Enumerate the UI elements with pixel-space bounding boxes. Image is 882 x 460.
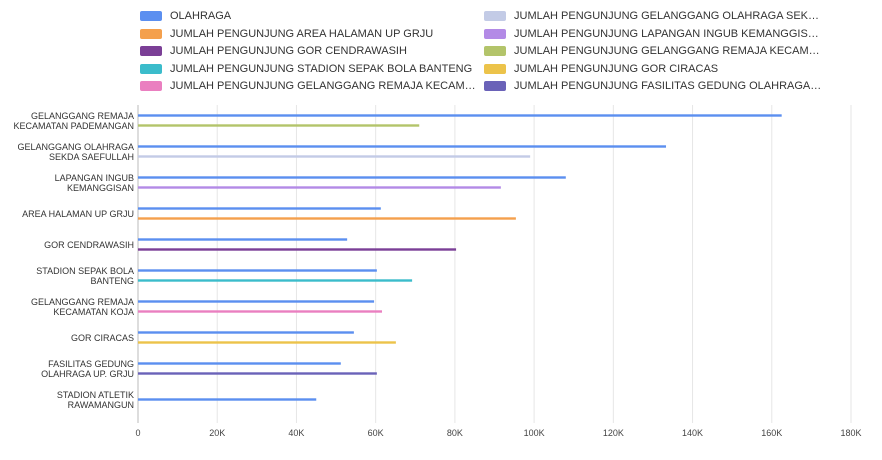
bar <box>138 124 420 127</box>
y-tick-label: GOR CIRACAS <box>70 332 134 343</box>
y-tick-label: GELANGGANG REMAJA KECAMATAN PADEMANGAN <box>13 110 134 131</box>
legend-swatch <box>140 81 162 91</box>
x-tick-label: 60K <box>368 428 384 438</box>
x-tick-label: 0 <box>135 428 140 438</box>
bar <box>138 207 381 210</box>
bar <box>138 145 667 148</box>
bar <box>138 372 377 375</box>
bar <box>138 155 531 158</box>
bar <box>138 362 341 365</box>
legend-label: JUMLAH PENGUNJUNG GELANGGANG OLAHRAGA SE… <box>514 10 820 22</box>
bar <box>138 269 377 272</box>
y-tick-label: AREA HALAMAN UP GRJU <box>22 208 134 219</box>
legend-label: OLAHRAGA <box>170 10 232 22</box>
legend-swatch <box>484 63 506 74</box>
y-tick-label: STADION ATLETIK RAWAMANGUN <box>56 389 134 410</box>
bar <box>138 114 782 117</box>
legend-item: JUMLAH PENGUNJUNG GOR CENDRAWASIH <box>140 45 407 57</box>
legend-swatch <box>140 46 162 56</box>
x-tick-label: 100K <box>524 428 545 438</box>
bar <box>138 186 501 189</box>
y-tick-label: GELANGGANG OLAHRAGA SEKDA SAEFULLAH <box>17 141 134 162</box>
legend-label: JUMLAH PENGUNJUNG LAPANGAN INGUB KEMANGG… <box>514 27 819 40</box>
legend-item: JUMLAH PENGUNJUNG GELANGGANG REMAJA KECA… <box>140 80 476 92</box>
bar <box>138 217 516 220</box>
legend-swatch <box>484 46 506 56</box>
legend-item: JUMLAH PENGUNJUNG STADION SEPAK BOLA BAN… <box>140 63 472 75</box>
bar <box>138 248 457 251</box>
bar <box>138 300 375 303</box>
legend-label: JUMLAH PENGUNJUNG GOR CIRACAS <box>514 62 719 75</box>
legend-item: JUMLAH PENGUNJUNG AREA HALAMAN UP GRJU <box>140 28 433 40</box>
x-tick-label: 20K <box>209 428 225 438</box>
legend-label: JUMLAH PENGUNJUNG GELANGGANG REMAJA KECA… <box>514 45 820 57</box>
legend-item: JUMLAH PENGUNJUNG FASILITAS GEDUNG OLAHR… <box>484 80 821 92</box>
bar <box>138 331 354 334</box>
x-tick-label: 180K <box>840 428 861 438</box>
x-tick-label: 80K <box>447 428 463 438</box>
bar <box>138 238 348 241</box>
legend-item: JUMLAH PENGUNJUNG GOR CIRACAS <box>484 63 718 75</box>
legend-item: OLAHRAGA <box>140 10 231 22</box>
bar <box>138 398 317 401</box>
x-tick-label: 120K <box>603 428 624 438</box>
legend-swatch <box>140 28 162 39</box>
bar <box>138 279 413 282</box>
legend-swatch <box>140 11 162 21</box>
y-tick-label: GELANGGANG REMAJA KECAMATAN KOJA <box>30 296 134 317</box>
legend-label: JUMLAH PENGUNJUNG AREA HALAMAN UP GRJU <box>170 27 434 40</box>
y-tick-label: GOR CENDRAWASIH <box>44 239 134 250</box>
bar <box>138 341 396 344</box>
legend-swatch <box>484 81 506 91</box>
legend-label: JUMLAH PENGUNJUNG STADION SEPAK BOLA BAN… <box>170 62 473 75</box>
bar <box>138 310 383 313</box>
legend-swatch <box>484 11 506 21</box>
y-tick-label: LAPANGAN INGUB KEMANGGISAN <box>54 172 134 193</box>
legend-item: JUMLAH PENGUNJUNG GELANGGANG REMAJA KECA… <box>484 45 820 57</box>
legend-label: JUMLAH PENGUNJUNG GELANGGANG REMAJA KECA… <box>170 80 476 92</box>
legend-swatch <box>140 63 162 74</box>
y-tick-label: FASILITAS GEDUNG OLAHRAGA UP. GRJU <box>41 358 134 379</box>
legend-item: JUMLAH PENGUNJUNG LAPANGAN INGUB KEMANGG… <box>484 28 819 40</box>
x-tick-label: 40K <box>288 428 304 438</box>
x-tick-label: 160K <box>761 428 782 438</box>
legend-label: JUMLAH PENGUNJUNG FASILITAS GEDUNG OLAHR… <box>514 80 822 92</box>
y-tick-label: STADION SEPAK BOLA BANTENG <box>36 265 134 286</box>
bar <box>138 176 566 179</box>
x-tick-label: 140K <box>682 428 703 438</box>
legend-swatch <box>484 28 506 39</box>
legend-item: JUMLAH PENGUNJUNG GELANGGANG OLAHRAGA SE… <box>484 10 819 22</box>
legend-label: JUMLAH PENGUNJUNG GOR CENDRAWASIH <box>170 45 407 57</box>
